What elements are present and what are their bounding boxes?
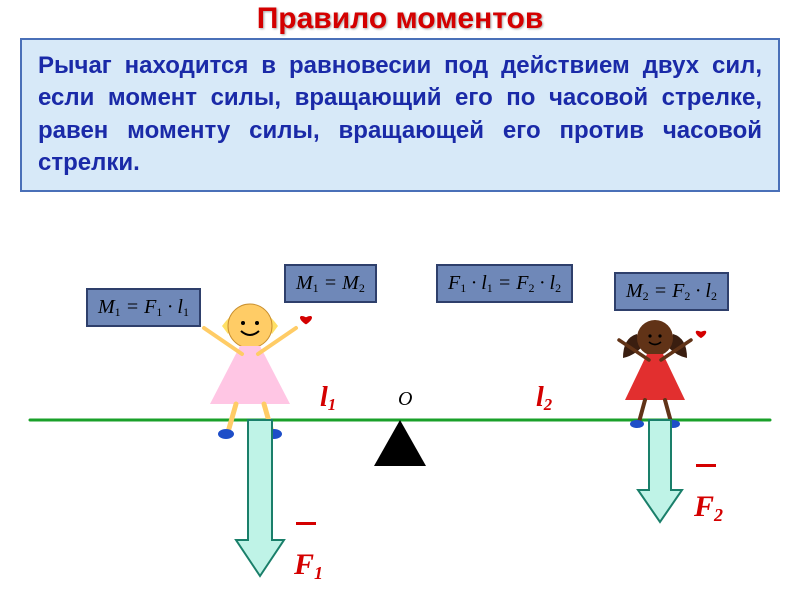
child-left [204,304,312,439]
arm-label-l2: l2 [536,382,552,414]
vector-bar-f1 [296,522,316,525]
formula-f1l1-eq-f2l2: F1 · l1 = F2 · l2 [436,264,573,303]
force-label-f2: F2 [694,490,723,524]
fulcrum [374,420,426,466]
force-arrow-f2 [638,420,682,522]
vector-bar-f2 [696,464,716,467]
formula-m1-eq-m2: M1 = M2 [284,264,377,303]
page-title: Правило моментов [0,2,800,36]
formula-m2: M2 = F2 · l2 [614,272,729,311]
formula-m1: M1 = F1 · l1 [86,288,201,327]
fulcrum-label-o: O [398,388,412,411]
force-label-f1: F1 [294,548,323,582]
arm-label-l1: l1 [320,382,336,414]
child-right [619,320,706,428]
rule-text: Рычаг находится в равновесии под действи… [20,38,780,192]
force-arrow-f1 [236,420,284,576]
